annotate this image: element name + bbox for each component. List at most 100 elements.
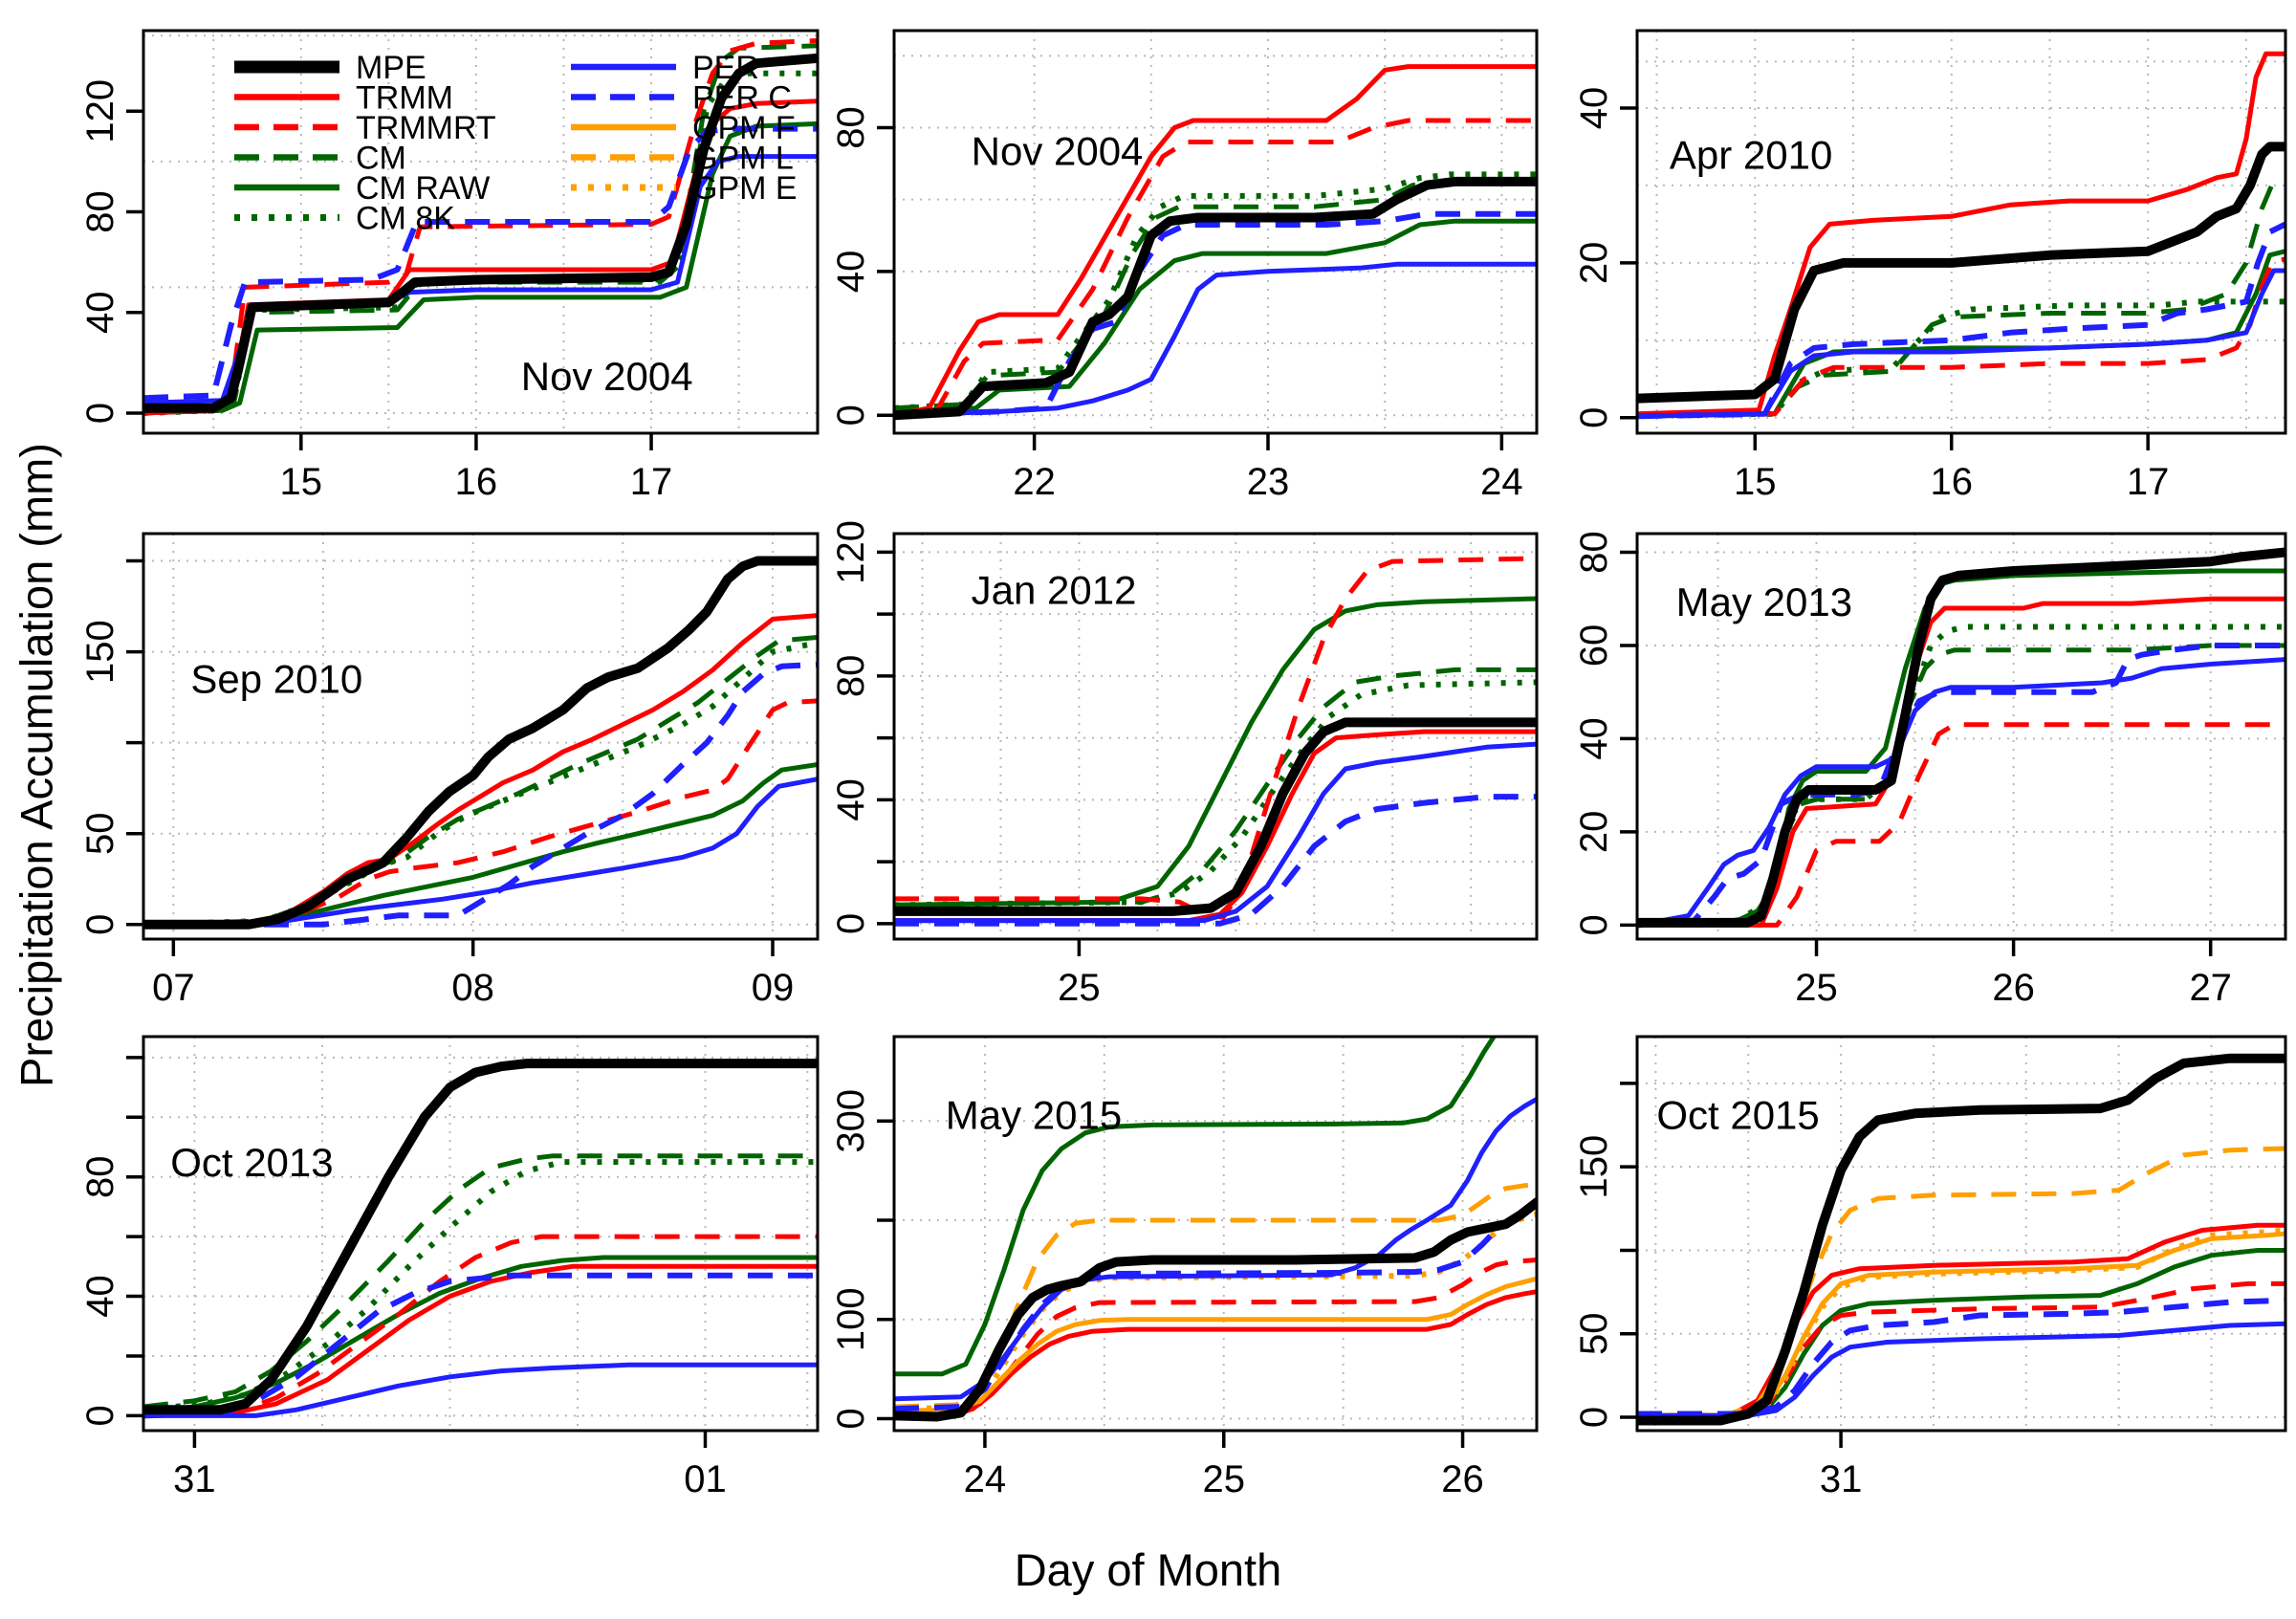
- series-mpe: [894, 717, 1537, 916]
- y-tick-label: 0: [830, 1408, 872, 1429]
- x-tick-label: 23: [1247, 461, 1290, 503]
- series-trmmrt: [143, 698, 818, 928]
- x-tick-label: 17: [630, 461, 673, 503]
- x-tick-label: 16: [455, 461, 498, 503]
- plot-border: [892, 1035, 1539, 1433]
- legend-label: TRMM: [356, 80, 453, 117]
- series-cm-raw: [143, 120, 818, 416]
- series-gpm-l: [894, 1182, 1537, 1410]
- series-per: [894, 1096, 1537, 1402]
- panel-oct-2013-6: 31 01 0 40 80 Oct 2013: [79, 1035, 820, 1500]
- y-tick-label: 50: [79, 812, 121, 855]
- y-axis-label: Precipitation Accumulation (mm): [11, 443, 62, 1087]
- x-tick-label: 25: [1795, 967, 1838, 1009]
- plot-border: [1635, 1035, 2287, 1433]
- plot-border: [142, 29, 820, 435]
- legend-label: CM 8K: [356, 201, 455, 237]
- y-tick-label: 50: [1573, 1312, 1615, 1355]
- legend-label: PER C: [692, 80, 792, 117]
- series-per: [143, 777, 818, 928]
- y-tick-label: 150: [79, 620, 121, 684]
- x-axis-label: Day of Month: [1014, 1544, 1282, 1595]
- series-per-c: [894, 794, 1537, 927]
- series-trmm: [894, 729, 1537, 924]
- plot-border: [142, 1035, 820, 1433]
- y-tick-label: 40: [830, 251, 872, 294]
- panel-sep-2010-3: 07 08 09 0 50 150 Sep 2010: [79, 532, 820, 1009]
- series-cm-8k: [1637, 624, 2285, 929]
- y-tick-label: 40: [830, 778, 872, 821]
- plot-border: [1635, 532, 2287, 941]
- y-tick-label: 0: [830, 913, 872, 934]
- series-per: [894, 261, 1537, 418]
- legend-label: PER: [692, 50, 759, 86]
- x-tick-label: 24: [964, 1458, 1007, 1500]
- series-mpe: [143, 1059, 818, 1415]
- panel-may-2013-5: 25 26 27 0 20 40 60 80 May 2013: [1573, 531, 2287, 1009]
- panel-may-2015-7: 24 25 26 0 100 300 May 2015: [830, 1035, 1539, 1500]
- panel-title: Oct 2013: [170, 1140, 333, 1185]
- y-tick-label: 150: [1573, 1135, 1615, 1199]
- series-cm-raw: [894, 1037, 1498, 1377]
- series-trmm: [894, 64, 1537, 418]
- x-tick-label: 15: [1734, 461, 1777, 503]
- panel-title: Nov 2004: [972, 128, 1144, 173]
- panel-title: Jan 2012: [972, 567, 1137, 612]
- series-cm: [1637, 179, 2285, 418]
- y-tick-label: 120: [79, 79, 121, 143]
- y-tick-label: 0: [830, 405, 872, 426]
- plot-border: [1635, 29, 2287, 435]
- panel-title: Apr 2010: [1670, 133, 1832, 178]
- legend-label: GPM L: [692, 141, 794, 177]
- y-tick-label: 40: [1573, 87, 1615, 130]
- x-tick-label: 25: [1202, 1458, 1245, 1500]
- series-mpe: [143, 556, 818, 930]
- series-per: [1637, 268, 2285, 419]
- y-tick-label: 120: [830, 520, 872, 584]
- x-tick-label: 24: [1480, 461, 1523, 503]
- plot-border: [892, 29, 1539, 435]
- x-tick-label: 17: [2127, 461, 2170, 503]
- series-cm-8k: [894, 171, 1537, 411]
- series-trmmrt: [143, 1234, 818, 1418]
- series-cm: [894, 179, 1537, 411]
- x-tick-label: 22: [1013, 461, 1056, 503]
- y-tick-label: 0: [79, 914, 121, 935]
- panel-apr-2010-2: 15 16 17 0 20 40 Apr 2010: [1573, 29, 2287, 503]
- y-tick-label: 40: [79, 1275, 121, 1318]
- x-tick-label: 25: [1058, 967, 1101, 1009]
- y-tick-label: 20: [1573, 811, 1615, 854]
- series-cm: [143, 634, 818, 928]
- panel-oct-2015-8: 31 0 50 150 Oct 2015: [1573, 1035, 2287, 1500]
- series-trmmrt: [894, 118, 1537, 418]
- y-tick-label: 80: [1573, 531, 1615, 574]
- y-tick-label: 80: [830, 106, 872, 149]
- y-tick-label: 40: [1573, 717, 1615, 760]
- series-cm: [143, 1153, 818, 1410]
- legend-label: GPM F: [692, 110, 796, 146]
- y-tick-label: 80: [79, 190, 121, 233]
- y-tick-label: 0: [79, 403, 121, 424]
- x-tick-label: 09: [752, 967, 795, 1009]
- y-tick-label: 300: [830, 1089, 872, 1153]
- legend-label: MPE: [356, 50, 426, 86]
- series-trmm: [894, 1289, 1537, 1419]
- series-cm-8k: [894, 679, 1537, 908]
- x-tick-label: 31: [1820, 1458, 1863, 1500]
- legend-label: GPM E: [692, 170, 798, 207]
- y-tick-label: 0: [1573, 1407, 1615, 1428]
- legend-label: CM RAW: [356, 170, 490, 207]
- series-trmmrt: [1637, 722, 2285, 928]
- series-trmmrt: [143, 38, 818, 416]
- series-trmm: [1637, 1222, 2285, 1418]
- x-tick-label: 15: [280, 461, 323, 503]
- series-cm-raw: [894, 596, 1537, 908]
- panel-title: May 2015: [946, 1092, 1122, 1137]
- y-tick-label: 60: [1573, 624, 1615, 667]
- series-mpe: [1637, 1053, 2285, 1426]
- legend-label: CM: [356, 141, 406, 177]
- y-tick-label: 0: [79, 1405, 121, 1426]
- series-mpe: [894, 176, 1537, 421]
